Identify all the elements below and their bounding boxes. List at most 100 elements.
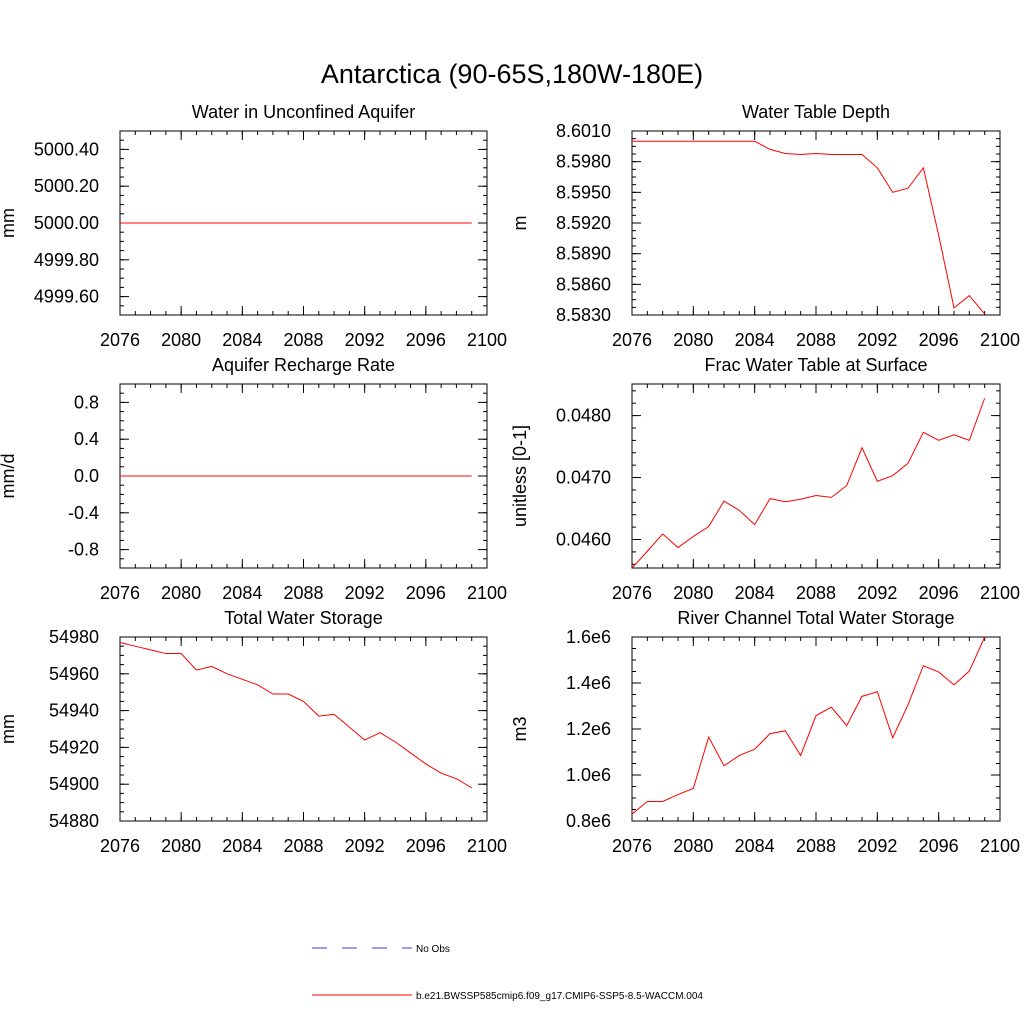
y-tick-label: 1.6e6 xyxy=(566,627,611,647)
x-tick-label: 2096 xyxy=(919,583,959,603)
y-tick-label: 0.4 xyxy=(74,429,99,449)
series-line xyxy=(631,636,986,815)
figure-title: Antarctica (90-65S,180W-180E) xyxy=(321,59,703,89)
panel-5: Total Water Storage mm 2076 2080 2084 2088 209… xyxy=(0,608,507,856)
y-tick-label: 0.8 xyxy=(74,392,99,412)
y-tick-label: 0.0480 xyxy=(556,406,611,426)
x-tick-label: 2076 xyxy=(100,583,140,603)
x-tick-label: 2088 xyxy=(283,330,323,350)
y-tick-label: 4999.60 xyxy=(34,287,99,307)
x-tick-label: 2088 xyxy=(796,836,836,856)
y-tick-label: 5000.00 xyxy=(34,213,99,233)
x-tick-label: 2096 xyxy=(406,583,446,603)
x-tick-label: 2092 xyxy=(345,836,385,856)
panels: Water in Unconfined Aquifer mm 2076 2080 208… xyxy=(0,102,1020,856)
x-tick-label: 2084 xyxy=(222,836,262,856)
y-tick-label: 8.6010 xyxy=(556,121,611,141)
y-tick-label: 0.8e6 xyxy=(566,811,611,831)
y-tick-label: 54900 xyxy=(49,774,99,794)
y-tick-label: 0.0460 xyxy=(556,530,611,550)
x-tick-label: 2076 xyxy=(612,330,652,350)
y-tick-label: 54920 xyxy=(49,737,99,757)
x-tick-label: 2088 xyxy=(796,330,836,350)
y-tick-label: 8.5830 xyxy=(556,305,611,325)
panel-4: Frac Water Table at Surface unitless [0-1… xyxy=(510,355,1020,603)
y-tick-label: 0.0470 xyxy=(556,468,611,488)
x-tick-label: 2080 xyxy=(161,330,201,350)
legend-obs-label: No Obs xyxy=(416,944,450,955)
x-tick-label: 2096 xyxy=(919,836,959,856)
y-tick-label: 8.5950 xyxy=(556,182,611,202)
y-tick-label: 8.5920 xyxy=(556,213,611,233)
x-tick-label: 2096 xyxy=(919,330,959,350)
y-axis-label: m3 xyxy=(510,716,530,741)
y-tick-label: 1.2e6 xyxy=(566,719,611,739)
x-tick-label: 2092 xyxy=(857,583,897,603)
panel-title: Total Water Storage xyxy=(224,608,382,628)
x-tick-label: 2084 xyxy=(735,583,775,603)
y-tick-label: 5000.40 xyxy=(34,139,99,159)
y-axis-label: m xyxy=(510,216,530,231)
y-axis-label: unitless [0-1] xyxy=(510,425,530,527)
x-tick-label: 2084 xyxy=(222,583,262,603)
y-tick-label: 1.4e6 xyxy=(566,673,611,693)
x-tick-label: 2092 xyxy=(857,836,897,856)
panel-title: Water Table Depth xyxy=(742,102,890,122)
y-tick-label: 8.5980 xyxy=(556,152,611,172)
y-tick-label: 54880 xyxy=(49,811,99,831)
x-tick-label: 2080 xyxy=(673,330,713,350)
x-tick-label: 2100 xyxy=(980,583,1020,603)
x-tick-label: 2088 xyxy=(283,583,323,603)
x-tick-label: 2088 xyxy=(796,583,836,603)
panel-2: Water Table Depth m 2076 2080 2084 2088 2092 20… xyxy=(510,102,1020,350)
x-tick-label: 2100 xyxy=(467,330,507,350)
panel-title: Frac Water Table at Surface xyxy=(704,355,927,375)
x-tick-label: 2100 xyxy=(467,583,507,603)
y-axis-label: mm xyxy=(0,714,18,744)
x-tick-label: 2080 xyxy=(673,583,713,603)
panel-title: Aquifer Recharge Rate xyxy=(212,355,395,375)
x-tick-label: 2084 xyxy=(222,330,262,350)
x-tick-label: 2076 xyxy=(100,330,140,350)
plot-frame xyxy=(631,636,1001,822)
panel-1: Water in Unconfined Aquifer mm 2076 2080 208… xyxy=(0,102,507,350)
x-tick-label: 2092 xyxy=(345,583,385,603)
panel-title: Water in Unconfined Aquifer xyxy=(192,102,415,122)
y-tick-label: 54940 xyxy=(49,701,99,721)
y-tick-label: 4999.80 xyxy=(34,250,99,270)
panel-6: River Channel Total Water Storage m3 2076 2… xyxy=(510,608,1020,856)
y-tick-label: -0.8 xyxy=(68,540,99,560)
panel-3: Aquifer Recharge Rate mm/d 2076 2080 2084 208… xyxy=(0,355,507,603)
y-tick-label: 8.5890 xyxy=(556,244,611,264)
x-tick-label: 2092 xyxy=(857,330,897,350)
x-tick-label: 2092 xyxy=(345,330,385,350)
x-tick-label: 2076 xyxy=(100,836,140,856)
x-tick-label: 2076 xyxy=(612,583,652,603)
x-tick-label: 2088 xyxy=(283,836,323,856)
series-line xyxy=(632,140,986,315)
plot-frame xyxy=(631,130,1001,316)
x-tick-label: 2096 xyxy=(406,836,446,856)
y-tick-label: 54960 xyxy=(49,664,99,684)
x-tick-label: 2100 xyxy=(467,836,507,856)
x-tick-label: 2084 xyxy=(735,330,775,350)
x-tick-label: 2080 xyxy=(161,583,201,603)
x-tick-label: 2100 xyxy=(980,836,1020,856)
y-tick-label: 54980 xyxy=(49,627,99,647)
x-tick-label: 2080 xyxy=(161,836,201,856)
y-axis-label: mm xyxy=(0,208,18,238)
y-tick-label: 1.0e6 xyxy=(566,765,611,785)
x-tick-label: 2100 xyxy=(980,330,1020,350)
y-tick-label: -0.4 xyxy=(68,503,99,523)
legend-model-label: b.e21.BWSSP585cmip6.f09_g17.CMIP6-SSP5-8… xyxy=(416,991,703,1002)
y-axis-label: mm/d xyxy=(0,454,18,499)
y-tick-label: 8.5860 xyxy=(556,274,611,294)
x-tick-label: 2080 xyxy=(673,836,713,856)
x-tick-label: 2096 xyxy=(406,330,446,350)
x-tick-label: 2076 xyxy=(612,836,652,856)
x-tick-label: 2084 xyxy=(735,836,775,856)
y-tick-label: 5000.20 xyxy=(34,176,99,196)
series-line xyxy=(631,398,986,569)
panel-title: River Channel Total Water Storage xyxy=(677,608,954,628)
